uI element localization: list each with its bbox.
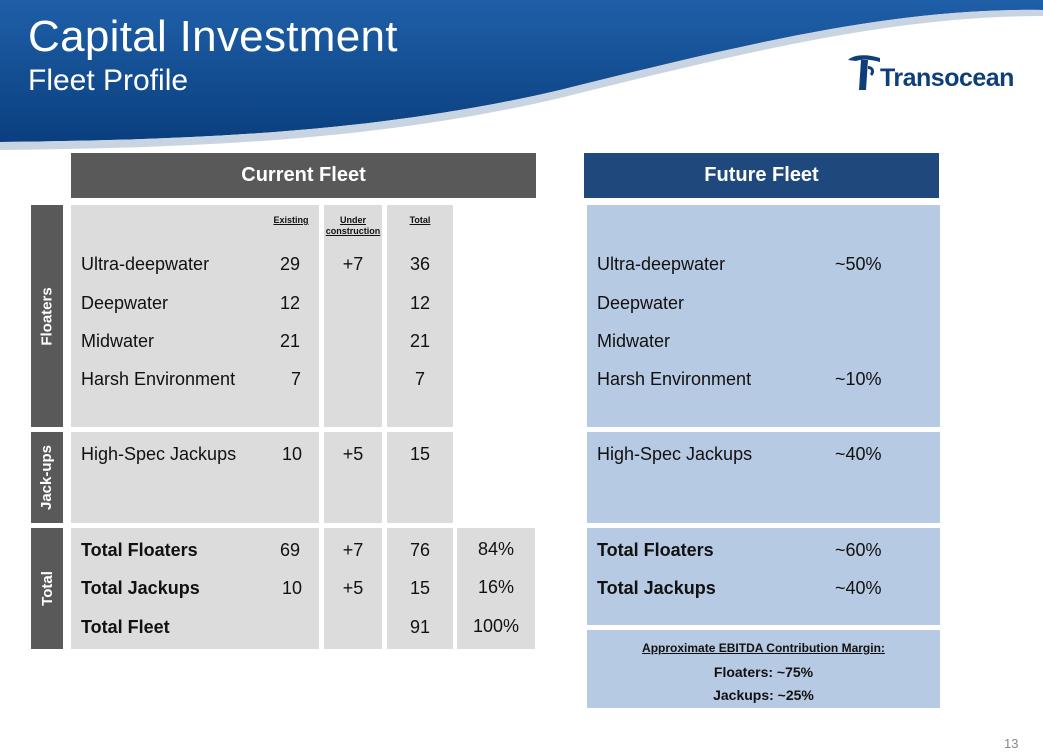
row-total-midwater: 21 — [409, 331, 431, 351]
future-floaters-cell — [587, 205, 940, 427]
transocean-logo-icon — [848, 55, 880, 90]
total-under-construction-cell — [324, 528, 382, 649]
row-existing-deepwater: 12 — [279, 293, 301, 313]
page-title: Capital Investment — [28, 12, 398, 61]
floaters-group-label: Floaters — [31, 205, 63, 427]
future-row-name-ultra-deepwater: Ultra-deepwater — [597, 254, 726, 274]
column-header-total: Total — [409, 215, 431, 225]
row-total-ultra-deepwater: 36 — [409, 254, 431, 274]
future-row-share-high-spec-jackups: ~40% — [835, 444, 882, 464]
ebitda-heading: Approximate EBITDA Contribution Margin: — [642, 641, 885, 655]
future-row-name-deepwater: Deepwater — [597, 293, 685, 313]
future-row-name-total-floaters: Total Floaters — [597, 540, 714, 560]
future-row-share-total-jackups: ~40% — [835, 578, 882, 598]
row-existing-harsh-environment: 7 — [290, 369, 301, 389]
future-row-name-high-spec-jackups: High-Spec Jackups — [597, 444, 753, 464]
row-existing-midwater: 21 — [279, 331, 301, 351]
row-name-total-floaters: Total Floaters — [81, 540, 198, 560]
ebitda-floaters: Floaters: ~75% — [713, 664, 814, 680]
future-row-name-harsh-environment: Harsh Environment — [597, 369, 752, 389]
row-name-midwater: Midwater — [81, 331, 155, 351]
future-row-name-midwater: Midwater — [597, 331, 671, 351]
total-total-cell — [387, 528, 453, 649]
ebitda-jackups: Jackups: ~25% — [713, 687, 814, 703]
ebitda-margin-cell — [587, 630, 940, 708]
row-existing-ultra-deepwater: 29 — [279, 254, 301, 274]
row-name-high-spec-jackups: High-Spec Jackups — [81, 444, 237, 464]
row-under-construction-total-jackups: +5 — [342, 578, 364, 598]
future-row-share-total-floaters: ~60% — [835, 540, 882, 560]
row-total-deepwater: 12 — [409, 293, 431, 313]
future-row-share-ultra-deepwater: ~50% — [835, 254, 882, 274]
floaters-name-cell — [71, 205, 319, 427]
row-share-total-fleet: 100% — [472, 616, 520, 636]
row-name-total-fleet: Total Fleet — [81, 617, 170, 637]
row-total-total-jackups: 15 — [409, 578, 431, 598]
page-number: 13 — [1004, 736, 1019, 751]
total-group-label: Total — [31, 528, 63, 649]
row-share-total-floaters: 84% — [477, 539, 515, 559]
row-under-construction-high-spec-jackups: +5 — [342, 444, 364, 464]
jackups-name-cell — [71, 432, 319, 523]
row-name-harsh-environment: Harsh Environment — [81, 369, 236, 389]
page-subtitle: Fleet Profile — [28, 64, 189, 97]
column-header-under-construction: Under construction — [325, 215, 381, 236]
future-fleet-title: Future Fleet — [704, 164, 819, 186]
floaters-total-cell — [387, 205, 453, 427]
header-band — [0, 0, 1043, 151]
row-existing-total-jackups: 10 — [281, 578, 303, 598]
row-name-deepwater: Deepwater — [81, 293, 169, 313]
row-total-high-spec-jackups: 15 — [409, 444, 431, 464]
column-header-existing: Existing — [273, 215, 309, 225]
total-share-cell — [457, 528, 535, 649]
jackups-group-label: Jack-ups — [31, 432, 63, 523]
jackups-under-construction-cell — [324, 432, 382, 523]
logo-wordmark: Transocean — [880, 64, 1014, 92]
total-name-cell — [71, 528, 319, 649]
row-existing-total-floaters: 69 — [279, 540, 301, 560]
current-fleet-header: Current Fleet — [71, 153, 536, 198]
row-total-total-fleet: 91 — [409, 617, 431, 637]
future-row-share-harsh-environment: ~10% — [835, 369, 882, 389]
future-row-name-total-jackups: Total Jackups — [597, 578, 716, 598]
floaters-under-construction-cell — [324, 205, 382, 427]
row-under-construction-ultra-deepwater: +7 — [342, 254, 364, 274]
row-name-total-jackups: Total Jackups — [81, 578, 200, 598]
future-jackups-cell — [587, 432, 940, 523]
row-total-total-floaters: 76 — [409, 540, 431, 560]
jackups-total-cell — [387, 432, 453, 523]
future-fleet-header: Future Fleet — [584, 153, 939, 198]
row-name-ultra-deepwater: Ultra-deepwater — [81, 254, 210, 274]
row-total-harsh-environment: 7 — [414, 369, 425, 389]
row-under-construction-total-floaters: +7 — [342, 540, 364, 560]
current-fleet-title: Current Fleet — [241, 164, 366, 186]
future-total-cell — [587, 528, 940, 625]
row-share-total-jackups: 16% — [477, 577, 515, 597]
row-existing-high-spec-jackups: 10 — [281, 444, 303, 464]
